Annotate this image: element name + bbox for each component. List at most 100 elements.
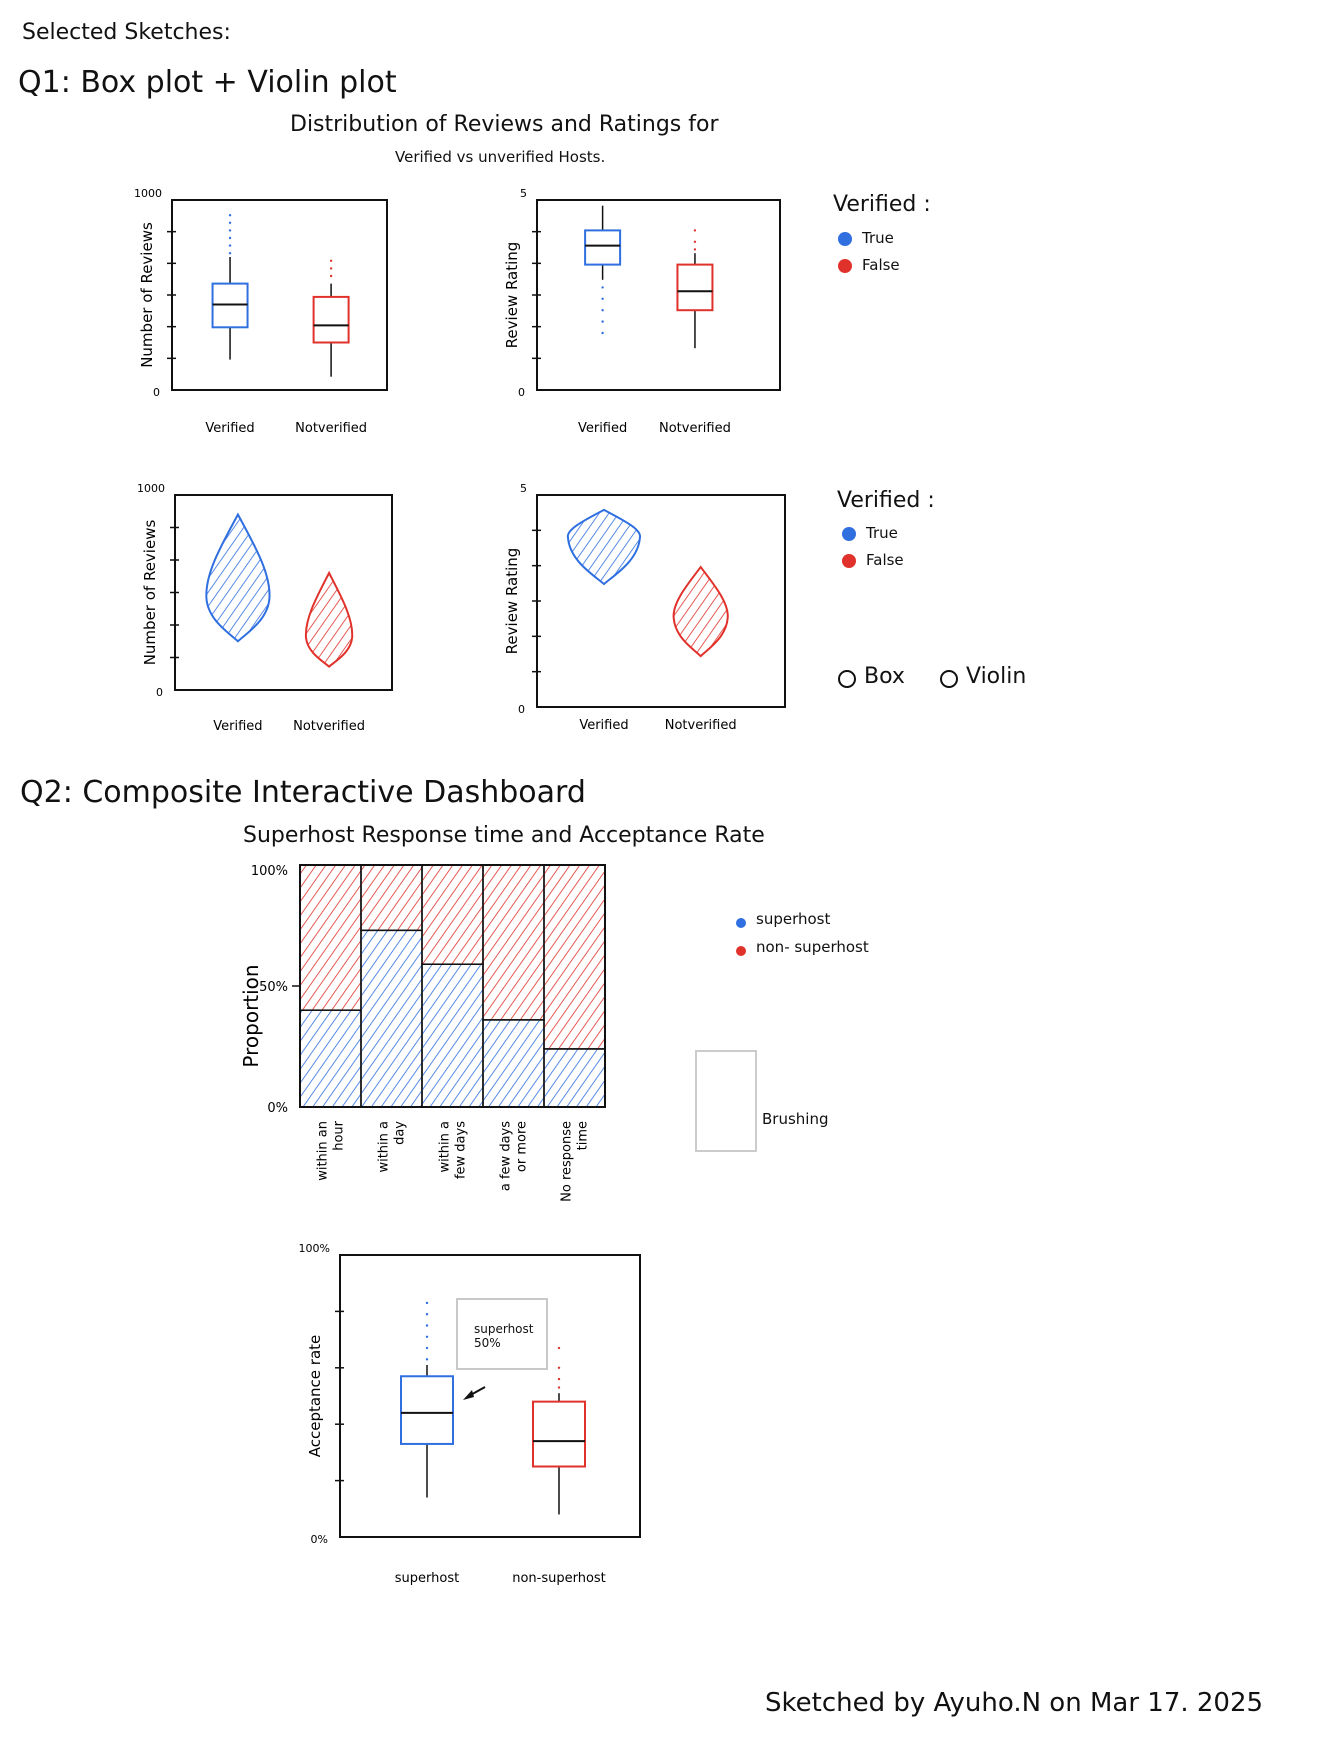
box-radio-label[interactable]: Box — [864, 664, 905, 689]
signature: Sketched by Ayuho.N on Mar 17. 2025 — [765, 1688, 1264, 1718]
page-heading: Selected Sketches: — [22, 20, 231, 45]
outlier-point — [601, 297, 604, 300]
outlier-point — [425, 1346, 429, 1350]
box-blue — [584, 229, 622, 266]
brushing-label: Brushing — [762, 1110, 829, 1128]
y-axis-label: Review Rating — [503, 242, 521, 349]
outlier-point — [425, 1301, 429, 1305]
legend-false-label: False — [866, 551, 904, 569]
outlier-point — [693, 240, 697, 243]
outlier-point — [601, 286, 604, 289]
outlier-point — [693, 229, 697, 232]
x-tick-label: Verified — [213, 719, 262, 730]
outlier-point — [601, 331, 604, 335]
x-tick-label: within a — [438, 1121, 453, 1173]
bar-non-superhost — [482, 864, 545, 1021]
legend-true-label: True — [866, 524, 898, 542]
box-radio[interactable] — [838, 670, 856, 688]
y-tick-label-min: 0% — [311, 1533, 328, 1546]
x-tick-label: Verified — [579, 718, 628, 730]
legend-false-label: False — [862, 256, 900, 274]
legend-q1b-title: Verified : — [837, 488, 935, 513]
x-tick-label: No response — [560, 1121, 575, 1202]
y-tick-label-max: 1000 — [134, 187, 162, 200]
x-tick-label: time — [576, 1121, 591, 1150]
brushing-box[interactable] — [695, 1050, 757, 1152]
y-axis-label: Number of Reviews — [138, 222, 156, 368]
y-axis-label: Proportion — [239, 964, 263, 1067]
outlier-point — [601, 320, 604, 323]
tooltip-line2: 50% — [474, 1336, 501, 1350]
box-plot-rating: 0 5 Review Rating Verified Notverified — [503, 187, 781, 435]
violin-blue — [566, 508, 641, 586]
bar-non-superhost — [421, 864, 484, 965]
bar-superhost — [299, 1009, 362, 1108]
y-tick-label-max: 1000 — [137, 482, 165, 495]
box-red — [312, 295, 350, 344]
legend-true-label: True — [862, 229, 894, 247]
y-tick-label-min: 0 — [156, 686, 163, 699]
tooltip: superhost 50% — [456, 1298, 548, 1370]
x-tick-label: Notverified — [665, 718, 737, 730]
x-tick-label: day — [393, 1121, 408, 1145]
x-tick-label: Notverified — [659, 421, 731, 435]
bar-superhost — [543, 1048, 606, 1108]
outlier-point — [601, 309, 604, 312]
legend-true-dot — [842, 527, 856, 541]
legend-superhost-dot — [736, 918, 746, 928]
outlier-point — [425, 1335, 429, 1338]
bar-superhost — [360, 929, 423, 1108]
x-tick-label: non-superhost — [512, 1571, 606, 1586]
box-blue — [400, 1375, 454, 1445]
bar-non-superhost — [299, 864, 362, 1011]
x-tick-label: or more — [515, 1121, 530, 1172]
violin-radio[interactable] — [940, 670, 958, 688]
q1-chart-title-line2: Verified vs unverified Hosts. — [395, 148, 606, 166]
y-tick-label-min: 0 — [518, 386, 525, 399]
legend-false-dot — [842, 554, 856, 568]
y-tick-label-max: 5 — [520, 482, 527, 495]
y-tick-label-min: 0% — [267, 1101, 288, 1116]
plot-frame — [171, 199, 388, 391]
box-red — [676, 263, 714, 312]
outlier-point — [228, 252, 232, 255]
bar-non-superhost — [360, 864, 423, 932]
x-tick-label: hour — [332, 1120, 347, 1150]
violin-plot-reviews: 0 1000 Number of Reviews Verified Notverifie… — [137, 482, 393, 730]
tooltip-arrowhead — [463, 1390, 474, 1400]
y-tick-label-min: 0 — [518, 703, 525, 716]
outlier-point — [557, 1377, 561, 1381]
y-axis-label: Review Rating — [503, 548, 521, 655]
outlier-point — [693, 248, 697, 251]
violin-red — [672, 565, 729, 658]
outlier-point — [228, 221, 232, 224]
x-tick-label: within a — [377, 1121, 392, 1173]
q1-title: Q1: Box plot + Violin plot — [18, 65, 397, 100]
y-tick-label-max: 100% — [299, 1242, 330, 1255]
legend-superhost-label: superhost — [756, 910, 831, 928]
box-plot-acceptance-rate: 0% 100% Acceptance rate superhost non-superh… — [299, 1242, 641, 1586]
legend-false-dot — [838, 259, 852, 273]
x-tick-label: within an — [316, 1121, 331, 1181]
x-tick-label: Verified — [578, 421, 627, 435]
bar-superhost — [421, 963, 484, 1108]
y-tick-label-max: 5 — [520, 187, 527, 200]
y-axis-label: Acceptance rate — [306, 1335, 324, 1458]
outlier-point — [425, 1313, 429, 1316]
outlier-point — [228, 229, 232, 232]
y-axis-label: Number of Reviews — [141, 520, 159, 666]
outlier-point — [228, 244, 232, 247]
q2-title: Q2: Composite Interactive Dashboard — [20, 775, 586, 810]
violin-plot-rating: 0 5 Review Rating Verified Notverified — [503, 482, 786, 730]
outlier-point — [228, 214, 232, 217]
outlier-point — [329, 259, 333, 262]
outlier-point — [228, 236, 232, 240]
stacked-bar-response-time: within an hour within a day within a few days… — [239, 864, 606, 1202]
violin-radio-label[interactable]: Violin — [966, 664, 1027, 689]
x-tick-label: Notverified — [295, 421, 367, 435]
legend-q1a-title: Verified : — [833, 192, 931, 217]
outlier-point — [425, 1358, 429, 1361]
x-tick-label: few days — [454, 1121, 469, 1179]
outlier-point — [425, 1324, 429, 1327]
outlier-point — [557, 1366, 561, 1369]
